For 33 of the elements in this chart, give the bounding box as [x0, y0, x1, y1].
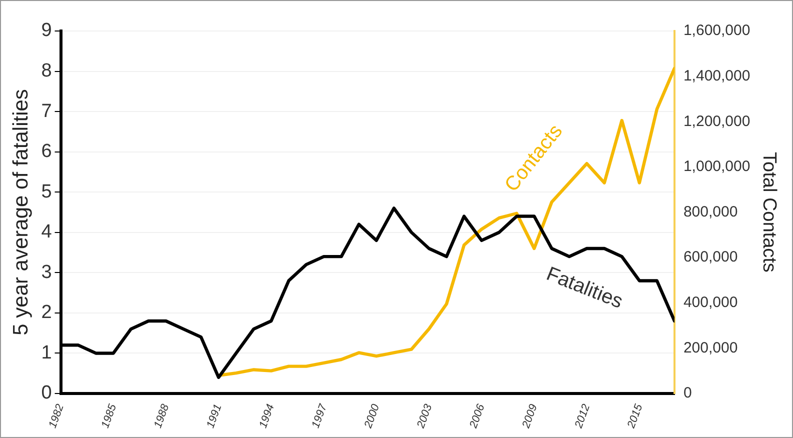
x-tick-label: 1982 [46, 402, 66, 430]
y2-tick-label: 0 [683, 384, 692, 402]
y-tick-label: 7 [41, 100, 52, 122]
y2-tick-label: 600,000 [683, 248, 738, 266]
y-tick-label: 1 [41, 342, 52, 364]
x-tick-label: 1985 [99, 402, 120, 430]
y-tick-label: 9 [41, 20, 52, 42]
y-tick-label: 4 [41, 222, 52, 243]
y-tick-label: 3 [41, 262, 52, 283]
y-tick-label: 0 [41, 382, 52, 404]
y2-tick-label: 1,000,000 [683, 158, 750, 176]
x-tick-label: 2000 [362, 402, 382, 431]
y-tick-label: 8 [41, 60, 52, 82]
x-tick-label: 2003 [414, 402, 435, 431]
x-tick-label: 1988 [152, 402, 172, 430]
x-tick-label: 2009 [520, 402, 540, 431]
x-tick-label: 1991 [204, 402, 224, 430]
y2-tick-label: 1,200,000 [683, 112, 750, 130]
y2-tick-label: 1,600,000 [683, 22, 750, 40]
y2-axis-title: Total Contacts [758, 152, 780, 272]
x-tick-label: 2012 [572, 402, 592, 431]
x-tick-label: 1994 [257, 402, 277, 430]
x-tick-label: 1997 [310, 402, 330, 430]
y-axis-title: 5 year average of fatalities [9, 89, 32, 336]
y-tick-label: 5 [41, 181, 52, 202]
y2-tick-label: 400,000 [683, 294, 738, 312]
y2-tick-label: 1,400,000 [683, 67, 750, 84]
y2-tick-label: 800,000 [683, 203, 738, 220]
x-tick-label: 2006 [467, 402, 488, 431]
x-tick-label: 2015 [625, 402, 646, 431]
y-tick-label: 6 [41, 141, 52, 162]
y2-tick-label: 200,000 [683, 339, 738, 356]
y-tick-label: 2 [41, 302, 52, 324]
